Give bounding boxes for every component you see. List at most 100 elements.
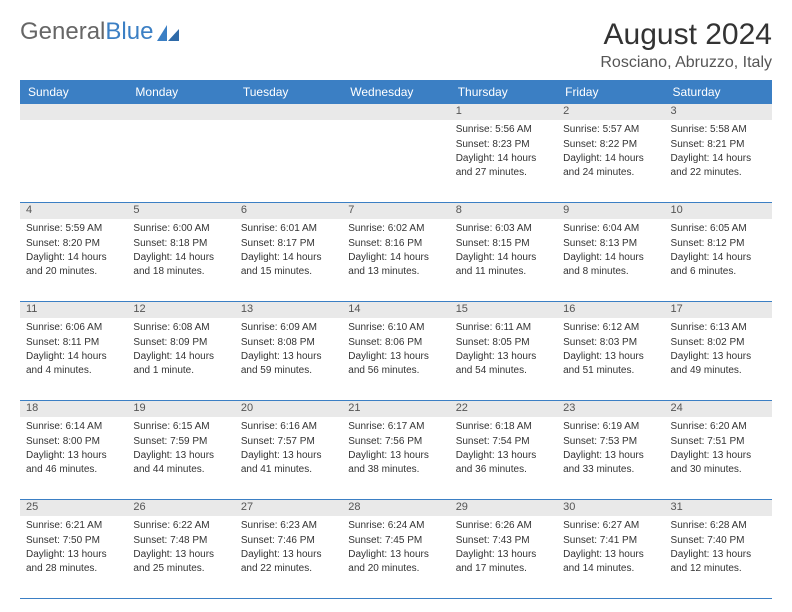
week-row: Sunrise: 5:56 AMSunset: 8:23 PMDaylight:… xyxy=(20,120,772,203)
sunset-text: Sunset: 8:13 PM xyxy=(563,237,658,251)
day-header: Friday xyxy=(557,80,664,104)
day-details: Sunrise: 6:08 AMSunset: 8:09 PMDaylight:… xyxy=(133,321,228,377)
day-header: Thursday xyxy=(450,80,557,104)
day-number: 4 xyxy=(20,203,127,219)
daylight-text: Daylight: 13 hours and 46 minutes. xyxy=(26,449,121,476)
daylight-text: Daylight: 13 hours and 14 minutes. xyxy=(563,548,658,575)
day-cell: Sunrise: 6:09 AMSunset: 8:08 PMDaylight:… xyxy=(235,318,342,400)
day-cell: Sunrise: 6:23 AMSunset: 7:46 PMDaylight:… xyxy=(235,516,342,598)
sunrise-text: Sunrise: 6:14 AM xyxy=(26,420,121,434)
location: Rosciano, Abruzzo, Italy xyxy=(600,54,772,72)
day-cell: Sunrise: 6:15 AMSunset: 7:59 PMDaylight:… xyxy=(127,417,234,499)
day-number: 24 xyxy=(665,401,772,417)
daylight-text: Daylight: 13 hours and 22 minutes. xyxy=(241,548,336,575)
day-number-row: 18192021222324 xyxy=(20,401,772,417)
sunrise-text: Sunrise: 6:17 AM xyxy=(348,420,443,434)
day-number: 28 xyxy=(342,500,449,516)
day-details: Sunrise: 6:03 AMSunset: 8:15 PMDaylight:… xyxy=(456,222,551,278)
day-details: Sunrise: 6:04 AMSunset: 8:13 PMDaylight:… xyxy=(563,222,658,278)
day-number: 10 xyxy=(665,203,772,219)
daylight-text: Daylight: 14 hours and 22 minutes. xyxy=(671,152,766,179)
day-cell: Sunrise: 6:13 AMSunset: 8:02 PMDaylight:… xyxy=(665,318,772,400)
sunrise-text: Sunrise: 6:26 AM xyxy=(456,519,551,533)
day-number xyxy=(127,104,234,120)
day-number: 14 xyxy=(342,302,449,318)
sunrise-text: Sunrise: 6:22 AM xyxy=(133,519,228,533)
logo-sail-icon xyxy=(157,23,179,41)
sunrise-text: Sunrise: 6:06 AM xyxy=(26,321,121,335)
daylight-text: Daylight: 13 hours and 33 minutes. xyxy=(563,449,658,476)
daylight-text: Daylight: 14 hours and 13 minutes. xyxy=(348,251,443,278)
sunset-text: Sunset: 8:12 PM xyxy=(671,237,766,251)
sunset-text: Sunset: 7:56 PM xyxy=(348,435,443,449)
week-row: Sunrise: 6:06 AMSunset: 8:11 PMDaylight:… xyxy=(20,318,772,401)
sunrise-text: Sunrise: 6:19 AM xyxy=(563,420,658,434)
day-number-row: 25262728293031 xyxy=(20,500,772,516)
day-cell: Sunrise: 6:02 AMSunset: 8:16 PMDaylight:… xyxy=(342,219,449,301)
daylight-text: Daylight: 14 hours and 15 minutes. xyxy=(241,251,336,278)
daylight-text: Daylight: 13 hours and 17 minutes. xyxy=(456,548,551,575)
day-cell: Sunrise: 6:21 AMSunset: 7:50 PMDaylight:… xyxy=(20,516,127,598)
daylight-text: Daylight: 13 hours and 44 minutes. xyxy=(133,449,228,476)
sunset-text: Sunset: 8:08 PM xyxy=(241,336,336,350)
day-number: 26 xyxy=(127,500,234,516)
day-number: 18 xyxy=(20,401,127,417)
day-number: 13 xyxy=(235,302,342,318)
sunrise-text: Sunrise: 6:11 AM xyxy=(456,321,551,335)
sunset-text: Sunset: 8:18 PM xyxy=(133,237,228,251)
sunset-text: Sunset: 8:15 PM xyxy=(456,237,551,251)
daylight-text: Daylight: 14 hours and 1 minute. xyxy=(133,350,228,377)
sunrise-text: Sunrise: 6:09 AM xyxy=(241,321,336,335)
day-details: Sunrise: 6:14 AMSunset: 8:00 PMDaylight:… xyxy=(26,420,121,476)
day-number: 7 xyxy=(342,203,449,219)
day-cell: Sunrise: 6:10 AMSunset: 8:06 PMDaylight:… xyxy=(342,318,449,400)
day-number: 31 xyxy=(665,500,772,516)
day-details: Sunrise: 6:22 AMSunset: 7:48 PMDaylight:… xyxy=(133,519,228,575)
day-number-row: 45678910 xyxy=(20,203,772,219)
day-cell: Sunrise: 6:04 AMSunset: 8:13 PMDaylight:… xyxy=(557,219,664,301)
sunrise-text: Sunrise: 6:20 AM xyxy=(671,420,766,434)
sunrise-text: Sunrise: 6:15 AM xyxy=(133,420,228,434)
sunset-text: Sunset: 8:03 PM xyxy=(563,336,658,350)
daylight-text: Daylight: 13 hours and 36 minutes. xyxy=(456,449,551,476)
day-cell: Sunrise: 6:19 AMSunset: 7:53 PMDaylight:… xyxy=(557,417,664,499)
sunset-text: Sunset: 8:06 PM xyxy=(348,336,443,350)
header: GeneralBlue August 2024 Rosciano, Abruzz… xyxy=(20,18,772,72)
day-cell xyxy=(235,120,342,202)
weeks-container: 123Sunrise: 5:56 AMSunset: 8:23 PMDaylig… xyxy=(20,104,772,599)
logo-word-general: General xyxy=(20,18,105,45)
day-number xyxy=(20,104,127,120)
sunrise-text: Sunrise: 6:05 AM xyxy=(671,222,766,236)
sunset-text: Sunset: 8:22 PM xyxy=(563,138,658,152)
sunset-text: Sunset: 7:53 PM xyxy=(563,435,658,449)
daylight-text: Daylight: 13 hours and 51 minutes. xyxy=(563,350,658,377)
day-number: 6 xyxy=(235,203,342,219)
day-number: 16 xyxy=(557,302,664,318)
day-number: 27 xyxy=(235,500,342,516)
day-cell xyxy=(127,120,234,202)
daylight-text: Daylight: 14 hours and 11 minutes. xyxy=(456,251,551,278)
day-number: 19 xyxy=(127,401,234,417)
day-cell: Sunrise: 6:08 AMSunset: 8:09 PMDaylight:… xyxy=(127,318,234,400)
day-details: Sunrise: 6:28 AMSunset: 7:40 PMDaylight:… xyxy=(671,519,766,575)
day-number: 12 xyxy=(127,302,234,318)
day-cell: Sunrise: 6:28 AMSunset: 7:40 PMDaylight:… xyxy=(665,516,772,598)
day-details: Sunrise: 6:11 AMSunset: 8:05 PMDaylight:… xyxy=(456,321,551,377)
day-details: Sunrise: 6:24 AMSunset: 7:45 PMDaylight:… xyxy=(348,519,443,575)
day-details: Sunrise: 6:00 AMSunset: 8:18 PMDaylight:… xyxy=(133,222,228,278)
day-number: 2 xyxy=(557,104,664,120)
daylight-text: Daylight: 13 hours and 49 minutes. xyxy=(671,350,766,377)
sunrise-text: Sunrise: 6:23 AM xyxy=(241,519,336,533)
day-number-row: 123 xyxy=(20,104,772,120)
sunset-text: Sunset: 8:00 PM xyxy=(26,435,121,449)
sunrise-text: Sunrise: 6:08 AM xyxy=(133,321,228,335)
day-cell: Sunrise: 6:24 AMSunset: 7:45 PMDaylight:… xyxy=(342,516,449,598)
sunset-text: Sunset: 7:54 PM xyxy=(456,435,551,449)
daylight-text: Daylight: 14 hours and 18 minutes. xyxy=(133,251,228,278)
sunset-text: Sunset: 7:41 PM xyxy=(563,534,658,548)
daylight-text: Daylight: 14 hours and 24 minutes. xyxy=(563,152,658,179)
day-header: Wednesday xyxy=(342,80,449,104)
sunrise-text: Sunrise: 5:56 AM xyxy=(456,123,551,137)
day-cell: Sunrise: 6:16 AMSunset: 7:57 PMDaylight:… xyxy=(235,417,342,499)
day-details: Sunrise: 6:27 AMSunset: 7:41 PMDaylight:… xyxy=(563,519,658,575)
